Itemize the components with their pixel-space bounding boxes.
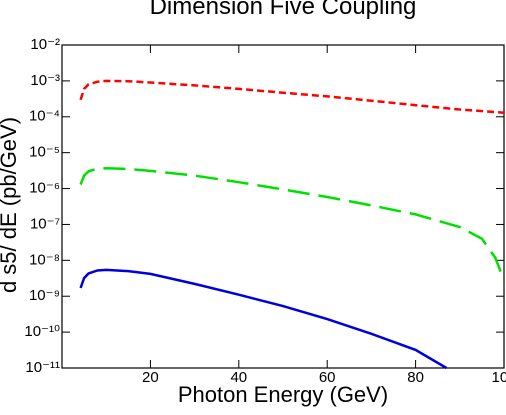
y-tick-label: 10⁻¹⁰ xyxy=(24,323,60,340)
y-tick-label: 10⁻⁶ xyxy=(29,180,60,197)
y-tick-label: 10⁻⁵ xyxy=(29,144,60,161)
y-tick-label: 10⁻⁴ xyxy=(29,108,60,125)
x-tick-label: 20 xyxy=(142,369,159,386)
x-tick-label: 60 xyxy=(319,369,336,386)
y-tick-label: 10⁻³ xyxy=(30,72,60,89)
y-tick-label: 10⁻⁹ xyxy=(29,287,60,304)
y-tick-label: 10⁻² xyxy=(30,36,60,53)
y-tick-label: 10⁻¹¹ xyxy=(25,359,60,376)
plot-frame xyxy=(61,44,505,369)
x-tick-label: 40 xyxy=(230,369,247,386)
data-line xyxy=(79,79,505,114)
x-tick-label: 100 xyxy=(491,369,506,386)
y-tick-label: 10⁻⁸ xyxy=(29,251,60,268)
y-tick-label: 10⁻⁷ xyxy=(30,215,60,232)
x-axis-label: Photon Energy (GeV) xyxy=(178,382,388,407)
data-line xyxy=(79,268,448,370)
x-tick-label: 80 xyxy=(407,369,424,386)
data-line xyxy=(79,166,506,281)
y-axis-label: d s5/ dE (pb/GeV) xyxy=(0,117,21,293)
chart-title: Dimension Five Coupling xyxy=(150,0,417,20)
